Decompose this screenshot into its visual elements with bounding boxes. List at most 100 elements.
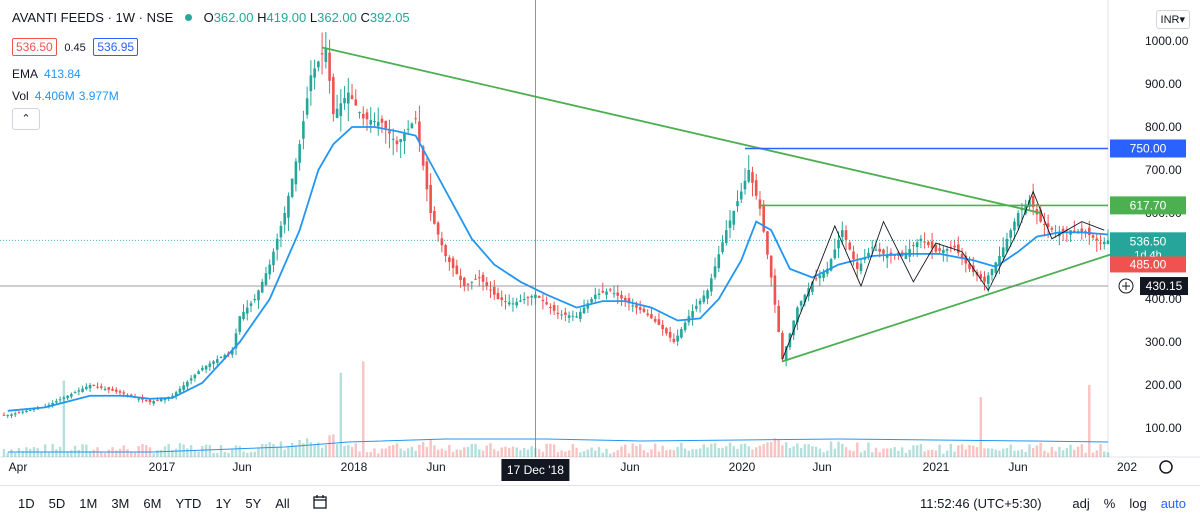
volume-bar	[811, 446, 814, 457]
candle-body	[481, 274, 485, 282]
bid-box[interactable]: 536.50	[12, 38, 57, 56]
candle-body	[1001, 247, 1005, 258]
candle-body	[204, 365, 208, 370]
volume-bar	[14, 452, 17, 457]
timeframe-3m[interactable]: 3M	[111, 496, 130, 511]
volume-bar	[987, 448, 990, 457]
volume-bar	[594, 450, 597, 457]
volume-bar	[721, 447, 724, 457]
candle-body	[736, 201, 739, 207]
candle-body	[646, 313, 649, 316]
candle-body	[257, 290, 260, 301]
volume-bar	[942, 453, 945, 457]
candle-body	[320, 53, 324, 55]
volume-bar	[1035, 445, 1039, 457]
volume-bar	[201, 446, 204, 457]
candle-body	[287, 195, 290, 218]
volume-bar	[631, 443, 634, 457]
currency-selector[interactable]: INR▾	[1155, 10, 1190, 29]
candle-body	[833, 249, 837, 259]
level-price-label: 750.00	[1130, 142, 1167, 156]
calendar-range-icon[interactable]	[312, 494, 328, 513]
candle-body	[590, 299, 593, 303]
volume-bar	[246, 452, 249, 457]
collapse-legend-button[interactable]: ⌃	[12, 108, 40, 130]
volume-bar	[234, 445, 238, 457]
volume-bar	[672, 450, 676, 457]
candle-body	[934, 244, 938, 252]
volume-bar	[953, 451, 956, 457]
price-chart[interactable]: 100.00200.00300.00400.00500.00600.00700.…	[0, 0, 1200, 485]
volume-bar	[998, 450, 1001, 457]
volume-bar	[609, 453, 612, 457]
candle-body	[582, 307, 586, 314]
symbol-label[interactable]: AVANTI FEEDS · 1W · NSE	[12, 10, 174, 25]
candle-body	[28, 409, 32, 411]
timeframe-1d[interactable]: 1D	[18, 496, 35, 511]
candle-body	[983, 276, 986, 282]
auto-toggle[interactable]: auto	[1160, 496, 1186, 511]
volume-bar	[421, 442, 425, 457]
volume-bar	[126, 449, 129, 457]
volume-bar	[766, 442, 769, 457]
ohlc-key-h: H	[257, 10, 267, 25]
timeframe-1y[interactable]: 1Y	[215, 496, 232, 511]
x-tick-label: 2021	[923, 460, 950, 474]
volume-bar	[21, 450, 24, 457]
candle-body	[526, 297, 530, 299]
volume-bar	[335, 444, 339, 457]
volume-bar	[62, 380, 66, 457]
volume-bar	[653, 443, 657, 457]
clock-label[interactable]: 11:52:46 (UTC+5:30)	[920, 496, 1042, 511]
candle-body	[13, 413, 17, 415]
ask-box[interactable]: 536.95	[93, 38, 139, 56]
candle-body	[21, 411, 25, 413]
candle-body	[219, 357, 223, 359]
volume-bar	[1069, 444, 1072, 457]
volume-bar	[826, 450, 829, 457]
candle-body	[504, 301, 507, 303]
volume-bar	[878, 452, 881, 457]
candle-body	[201, 367, 204, 371]
candle-body	[717, 254, 721, 269]
level-price-tag	[1110, 196, 1186, 215]
timeframe-ytd[interactable]: YTD	[175, 496, 202, 511]
timeframe-6m[interactable]: 6M	[143, 496, 162, 511]
volume-bar	[567, 450, 571, 457]
candle-body	[754, 180, 758, 196]
percent-toggle[interactable]: %	[1103, 496, 1116, 511]
candle-body	[855, 262, 859, 269]
adj-toggle[interactable]: adj	[1072, 496, 1090, 511]
volume-bar	[133, 452, 137, 457]
timeframe-all[interactable]: All	[275, 496, 290, 511]
timeframe-5d[interactable]: 5D	[48, 496, 66, 511]
ema-legend[interactable]: EMA 413.84	[12, 67, 81, 81]
candle-body	[522, 299, 526, 300]
volume-bar	[504, 446, 507, 457]
candle-body	[62, 397, 66, 399]
trend-line	[321, 46, 1041, 214]
candle-body	[245, 307, 249, 314]
volume-bar	[115, 450, 118, 457]
log-toggle[interactable]: log	[1129, 496, 1147, 511]
timeframe-1m[interactable]: 1M	[79, 496, 98, 511]
volume-bar	[414, 450, 417, 457]
volume-bar	[264, 444, 268, 457]
volume-bar	[983, 448, 986, 457]
candle-body	[1039, 209, 1042, 222]
volume-bar	[751, 449, 754, 457]
candle-body	[272, 251, 275, 266]
candle-body	[193, 374, 197, 379]
vol-legend[interactable]: Vol 4.406M 3.977M	[12, 89, 119, 103]
volume-bar	[668, 449, 672, 457]
volume-bar	[642, 450, 646, 457]
ohlc-value-c: 392.05	[369, 10, 410, 25]
x-tick-label: Apr	[9, 460, 28, 474]
volume-bar	[934, 450, 938, 457]
volume-bar	[1061, 450, 1065, 457]
chart-area[interactable]: 100.00200.00300.00400.00500.00600.00700.…	[0, 0, 1200, 485]
candle-body	[781, 332, 784, 360]
candle-body	[242, 311, 245, 320]
volume-bar	[627, 453, 631, 457]
timeframe-5y[interactable]: 5Y	[245, 496, 262, 511]
